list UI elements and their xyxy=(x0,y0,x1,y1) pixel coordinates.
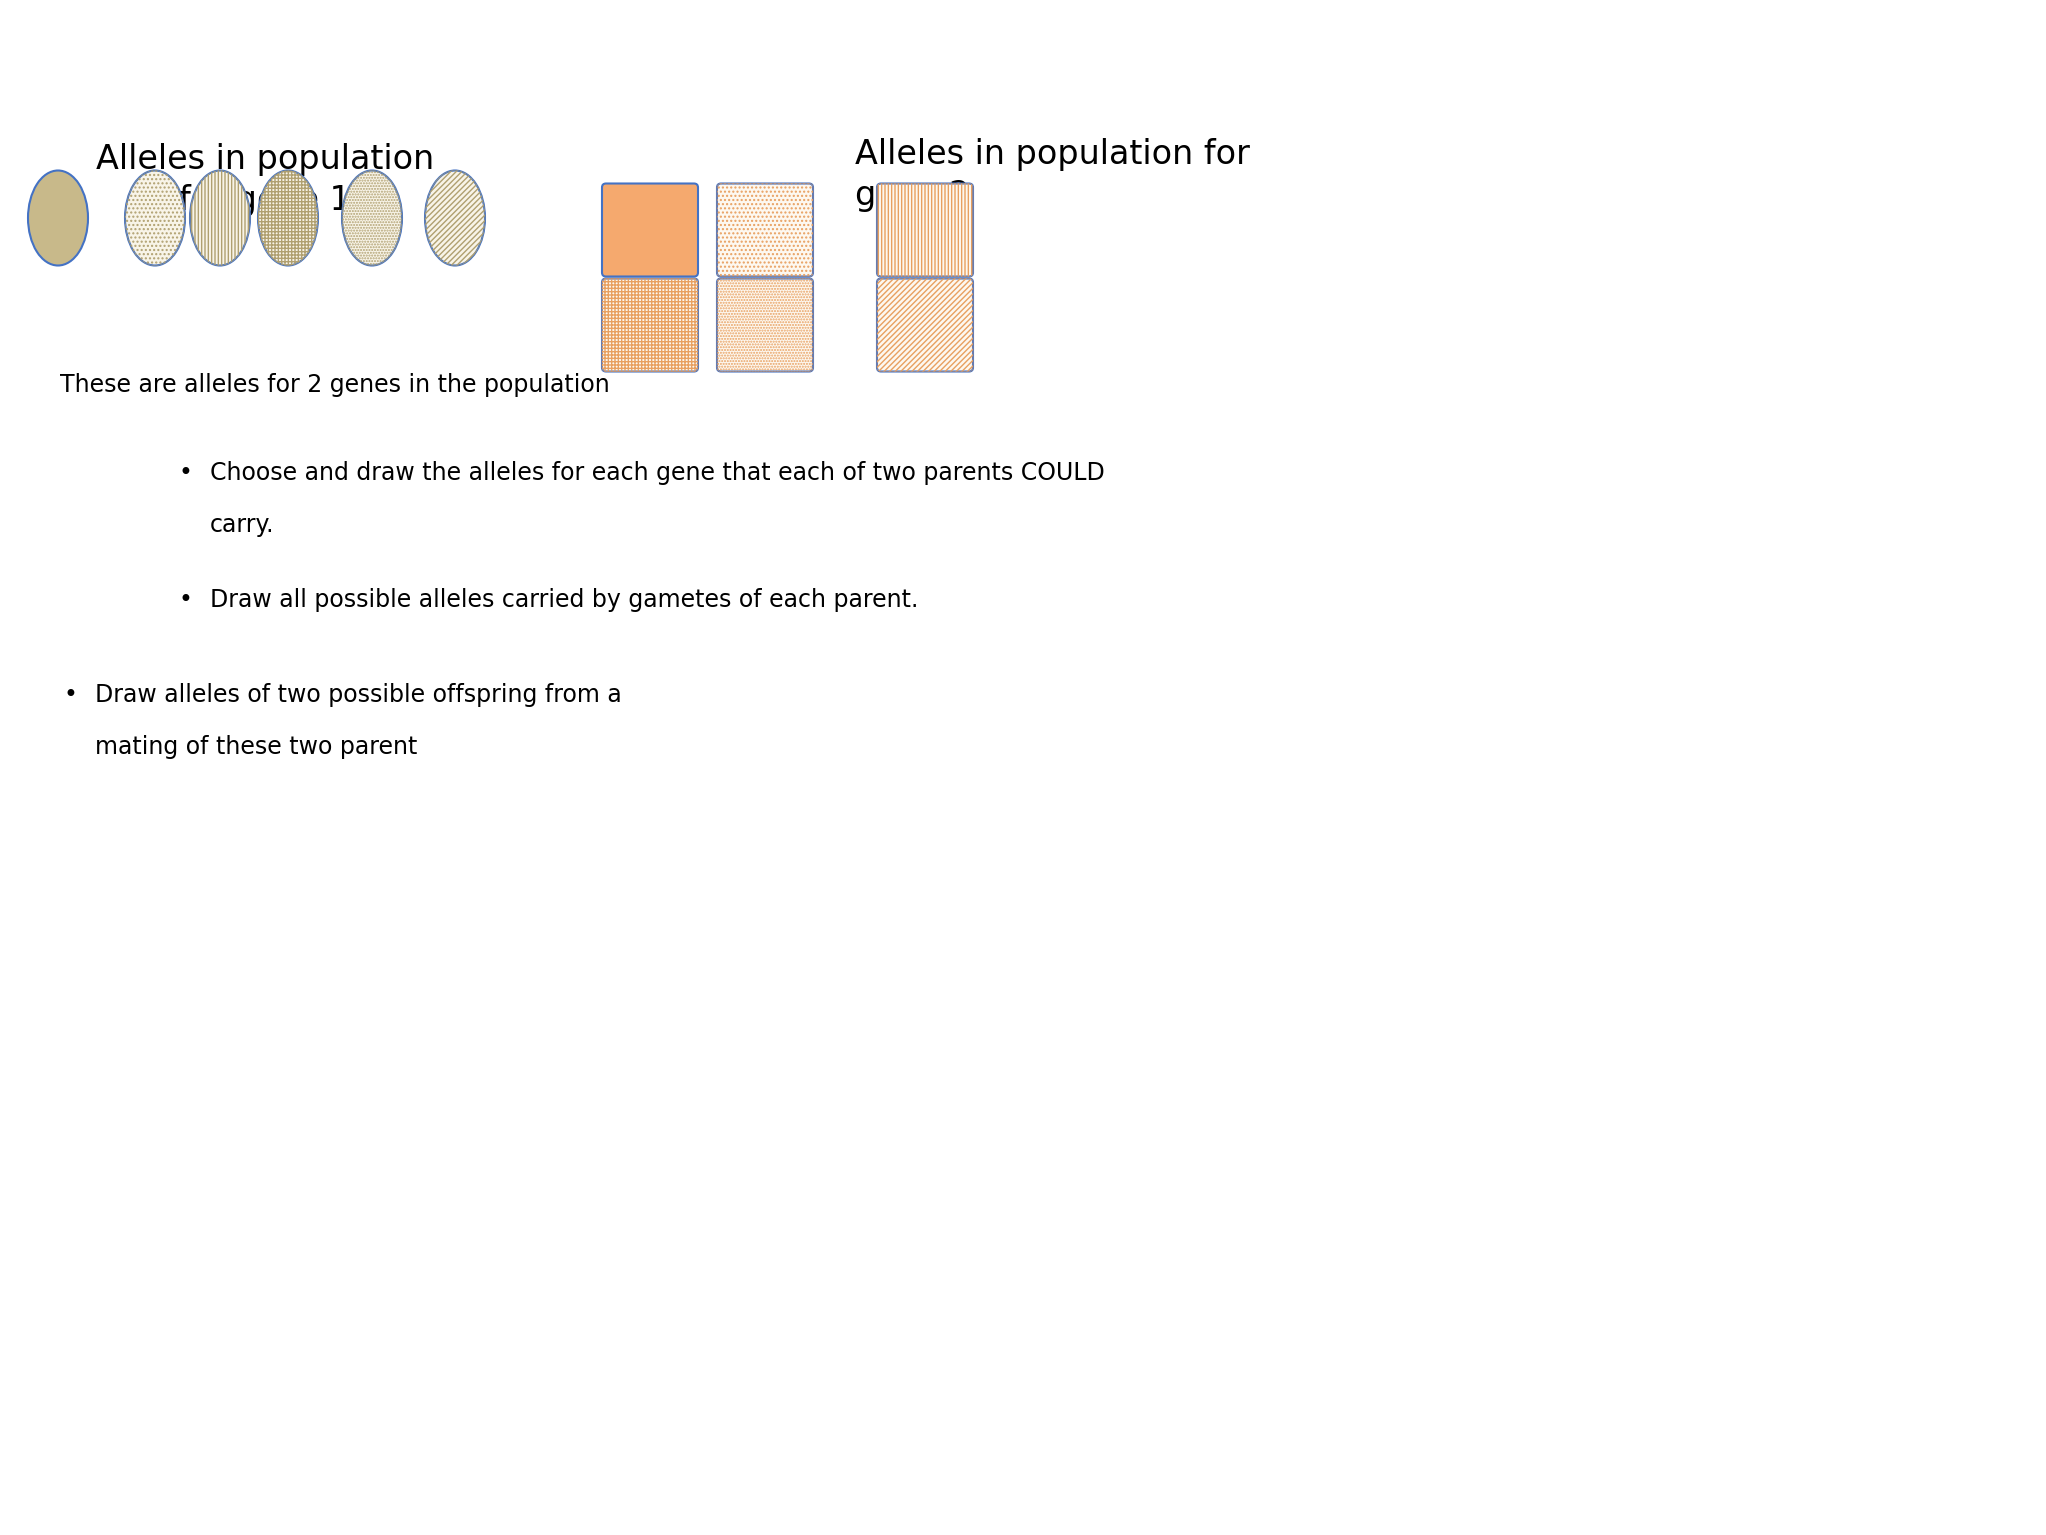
Text: These are alleles for 2 genes in the population: These are alleles for 2 genes in the pop… xyxy=(59,373,610,398)
Text: carry.: carry. xyxy=(211,513,274,537)
Ellipse shape xyxy=(258,170,317,266)
Text: Draw all possible alleles carried by gametes of each parent.: Draw all possible alleles carried by gam… xyxy=(211,588,919,612)
Ellipse shape xyxy=(426,170,485,266)
Ellipse shape xyxy=(190,170,250,266)
Text: •: • xyxy=(178,588,192,612)
FancyBboxPatch shape xyxy=(602,278,698,371)
Text: •: • xyxy=(178,460,192,485)
Text: mating of these two parent: mating of these two parent xyxy=(94,735,417,758)
Text: Alleles in population for
gene 2: Alleles in population for gene 2 xyxy=(855,138,1250,212)
FancyBboxPatch shape xyxy=(602,184,698,276)
FancyBboxPatch shape xyxy=(716,278,812,371)
FancyBboxPatch shape xyxy=(716,184,812,276)
Text: Alleles in population
for gene 1: Alleles in population for gene 1 xyxy=(96,143,434,216)
FancyBboxPatch shape xyxy=(878,184,974,276)
Ellipse shape xyxy=(29,170,88,266)
Text: Choose and draw the alleles for each gene that each of two parents COULD: Choose and draw the alleles for each gen… xyxy=(211,460,1105,485)
FancyBboxPatch shape xyxy=(878,278,974,371)
Text: •: • xyxy=(63,683,78,708)
Text: Draw alleles of two possible offspring from a: Draw alleles of two possible offspring f… xyxy=(94,683,622,708)
Ellipse shape xyxy=(125,170,184,266)
Ellipse shape xyxy=(342,170,401,266)
